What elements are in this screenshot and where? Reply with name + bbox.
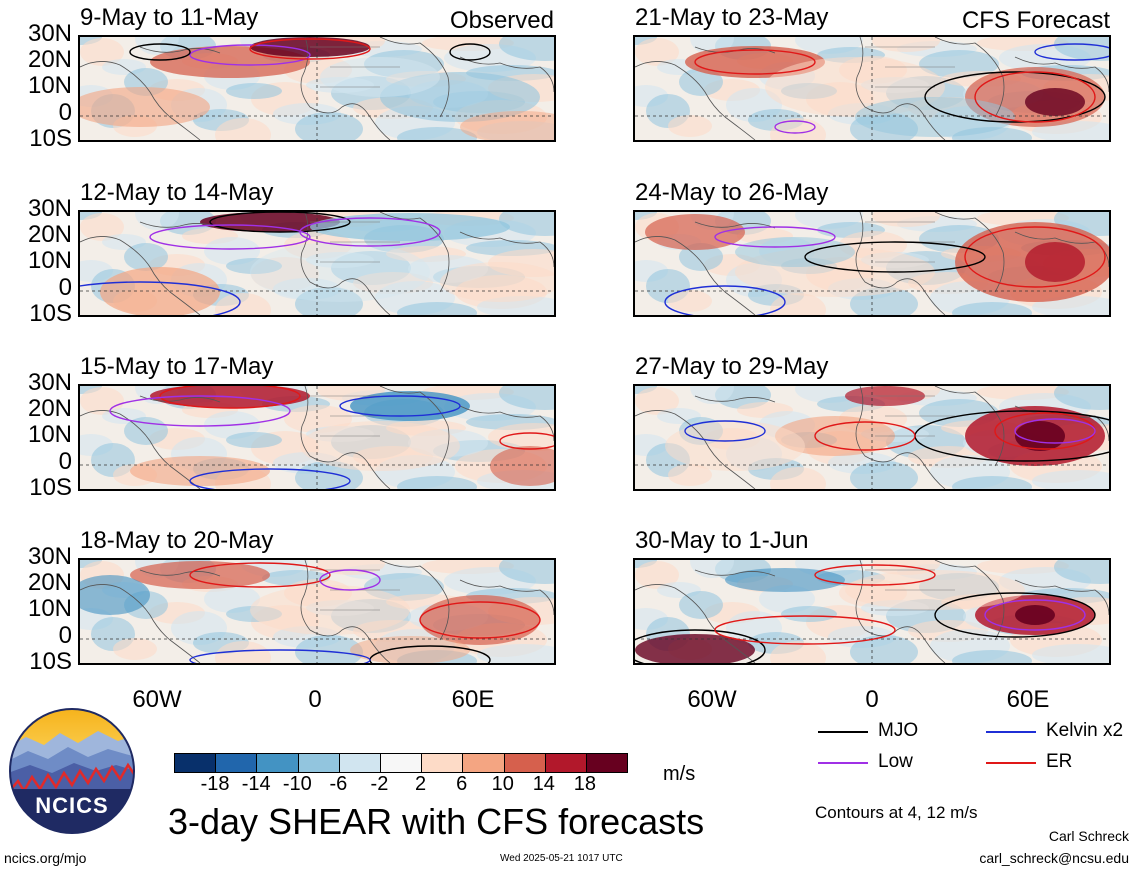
map-panel-forecast-3 (633, 384, 1111, 491)
colorbar-swatch (298, 754, 340, 772)
legend-swatch-mjo (818, 731, 868, 733)
colorbar (174, 753, 628, 773)
lat-label-row2-4: 10S (29, 300, 72, 327)
colorbar-swatch (175, 754, 217, 772)
colorbar-swatch (216, 754, 258, 772)
legend-label-er: ER (1046, 751, 1073, 772)
colorbar-tick-label: -18 (200, 773, 230, 795)
panel-title-right-1: 21-May to 23-May (635, 4, 829, 31)
panel-title-left-4: 18-May to 20-May (80, 527, 274, 554)
lon-label-60e-right: 60E (1006, 686, 1050, 713)
colorbar-tick-label: 18 (573, 773, 597, 795)
lon-label-60w-left: 60W (132, 686, 182, 713)
panel-title-left-1: 9-May to 11-May (80, 4, 259, 31)
map-panel-observed-2 (78, 210, 556, 317)
lat-label-row2-1: 20N (27, 221, 72, 248)
colorbar-swatch (339, 754, 381, 772)
lat-label-row1-3: 0 (58, 99, 72, 126)
logo-text: NCICS (35, 793, 109, 818)
map-panel-observed-1 (78, 35, 556, 142)
lat-label-row4-1: 20N (27, 569, 72, 596)
ncics-logo: NCICS (8, 707, 136, 835)
lat-label-row4-2: 10N (27, 595, 72, 622)
panel-title-right-2: 24-May to 26-May (635, 179, 829, 206)
lon-label-0-right: 0 (865, 686, 879, 713)
colorbar-swatch (380, 754, 423, 772)
legend-swatch-low (818, 762, 868, 764)
lat-label-row3-4: 10S (29, 474, 72, 501)
map-panel-observed-4 (78, 558, 556, 665)
colorbar-tick-label: -14 (241, 773, 271, 795)
legend-label-kelvin: Kelvin x2 (1046, 720, 1124, 741)
legend-label-low: Low (878, 751, 913, 772)
footer-timestamp: Wed 2025-05-21 1017 UTC (500, 853, 623, 864)
map-panel-forecast-4 (633, 558, 1111, 665)
lon-label-0-left: 0 (308, 686, 322, 713)
lat-label-row3-3: 0 (58, 448, 72, 475)
colorbar-tick-label: 6 (456, 773, 468, 795)
footer-email: carl_schreck@ncsu.edu (979, 850, 1129, 866)
lat-label-row4-0: 30N (27, 543, 72, 570)
colorbar-units: m/s (663, 763, 696, 785)
colorbar-tick-label: 10 (491, 773, 514, 795)
panel-title-left-2: 12-May to 14-May (80, 179, 274, 206)
panel-title-right-3: 27-May to 29-May (635, 353, 829, 380)
panel-title-left-3: 15-May to 17-May (80, 353, 274, 380)
lat-label-row3-0: 30N (27, 369, 72, 396)
legend-swatch-er (986, 762, 1036, 764)
panel-title-right-4: 30-May to 1-Jun (635, 527, 809, 554)
map-panel-observed-3 (78, 384, 556, 491)
lat-label-row2-2: 10N (27, 247, 72, 274)
colorbar-swatch (504, 754, 546, 772)
lat-label-row1-0: 30N (27, 20, 72, 47)
observed-label: Observed (449, 7, 554, 34)
colorbar-swatch (463, 754, 505, 772)
colorbar-tick-label: -6 (329, 773, 348, 795)
colorbar-tick-label: 14 (532, 773, 555, 795)
lat-label-row1-2: 10N (27, 72, 72, 99)
lat-label-row3-1: 20N (27, 395, 72, 422)
lat-label-row4-3: 0 (58, 622, 72, 649)
legend-label-mjo: MJO (878, 720, 919, 741)
colorbar-tick-label: 2 (414, 773, 427, 795)
map-panel-forecast-1 (633, 35, 1111, 142)
footer-url: ncics.org/mjo (4, 850, 87, 866)
lat-label-row2-0: 30N (27, 195, 72, 222)
lat-label-row1-1: 20N (27, 46, 72, 73)
footer-author: Carl Schreck (1048, 828, 1129, 844)
colorbar-tick-label: -2 (370, 773, 389, 795)
forecast-label: CFS Forecast (961, 7, 1110, 34)
lon-label-60e-left: 60E (451, 686, 495, 713)
lat-label-row2-3: 0 (58, 274, 72, 301)
contours-note: Contours at 4, 12 m/s (815, 803, 978, 822)
lat-label-row4-4: 10S (29, 648, 72, 675)
colorbar-swatch (257, 754, 299, 772)
colorbar-swatch (586, 754, 628, 772)
lat-label-row3-2: 10N (27, 421, 72, 448)
colorbar-swatch (422, 754, 464, 772)
colorbar-swatch (545, 754, 587, 772)
map-panel-forecast-2 (633, 210, 1111, 317)
colorbar-tick-label: -10 (282, 773, 312, 795)
main-title: 3-day SHEAR with CFS forecasts (168, 801, 705, 842)
legend-swatch-kelvin (986, 731, 1036, 733)
lat-label-row1-4: 10S (29, 125, 72, 152)
lon-label-60w-right: 60W (687, 686, 737, 713)
